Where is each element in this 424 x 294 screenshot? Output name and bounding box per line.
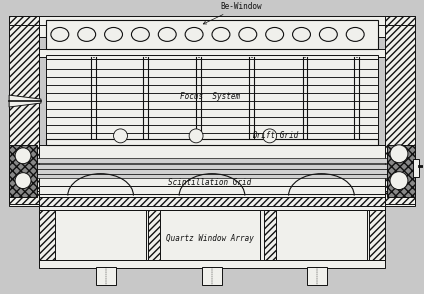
Ellipse shape: [293, 27, 310, 41]
Text: Focus  System: Focus System: [180, 92, 240, 101]
Bar: [39, 49, 385, 57]
Ellipse shape: [131, 27, 149, 41]
Bar: [202, 267, 222, 285]
Bar: [15, 158, 409, 163]
Bar: [9, 191, 415, 206]
Bar: [369, 211, 385, 260]
Bar: [15, 164, 409, 169]
Bar: [39, 260, 385, 268]
Bar: [55, 211, 146, 260]
Text: Scintillation Grid: Scintillation Grid: [168, 178, 251, 187]
Ellipse shape: [51, 27, 69, 41]
Bar: [9, 191, 39, 205]
Bar: [9, 145, 37, 196]
Bar: [385, 16, 415, 26]
Ellipse shape: [158, 27, 176, 41]
Text: Quartz Window Array: Quartz Window Array: [166, 234, 254, 243]
Circle shape: [114, 129, 128, 143]
Polygon shape: [9, 95, 41, 107]
Circle shape: [15, 173, 31, 188]
Bar: [46, 139, 378, 145]
Bar: [46, 57, 378, 143]
Bar: [96, 267, 115, 285]
Ellipse shape: [319, 27, 338, 41]
Ellipse shape: [212, 27, 230, 41]
Circle shape: [189, 129, 203, 143]
Bar: [160, 211, 260, 260]
Bar: [148, 211, 160, 260]
Bar: [46, 55, 378, 59]
Bar: [15, 169, 409, 174]
Bar: [39, 206, 385, 211]
Bar: [39, 211, 55, 260]
Ellipse shape: [346, 27, 364, 41]
Ellipse shape: [266, 27, 284, 41]
Circle shape: [390, 145, 408, 163]
Bar: [276, 211, 367, 260]
Ellipse shape: [105, 27, 123, 41]
Bar: [39, 186, 385, 193]
Bar: [9, 24, 39, 191]
Bar: [39, 145, 385, 196]
Circle shape: [390, 172, 408, 190]
Ellipse shape: [185, 27, 203, 41]
Bar: [39, 206, 385, 262]
Bar: [39, 196, 385, 206]
Bar: [413, 159, 419, 177]
Ellipse shape: [78, 27, 96, 41]
Bar: [385, 24, 415, 191]
Bar: [15, 174, 409, 178]
Text: Drift Grid: Drift Grid: [252, 131, 298, 140]
Bar: [9, 16, 415, 26]
Circle shape: [263, 129, 276, 143]
Bar: [46, 19, 378, 49]
Bar: [9, 16, 39, 26]
Circle shape: [15, 148, 31, 164]
Bar: [264, 211, 276, 260]
Bar: [385, 191, 415, 205]
Bar: [307, 267, 327, 285]
Text: Be-Window: Be-Window: [203, 1, 262, 24]
Bar: [387, 145, 415, 196]
Bar: [9, 24, 415, 37]
Ellipse shape: [239, 27, 257, 41]
